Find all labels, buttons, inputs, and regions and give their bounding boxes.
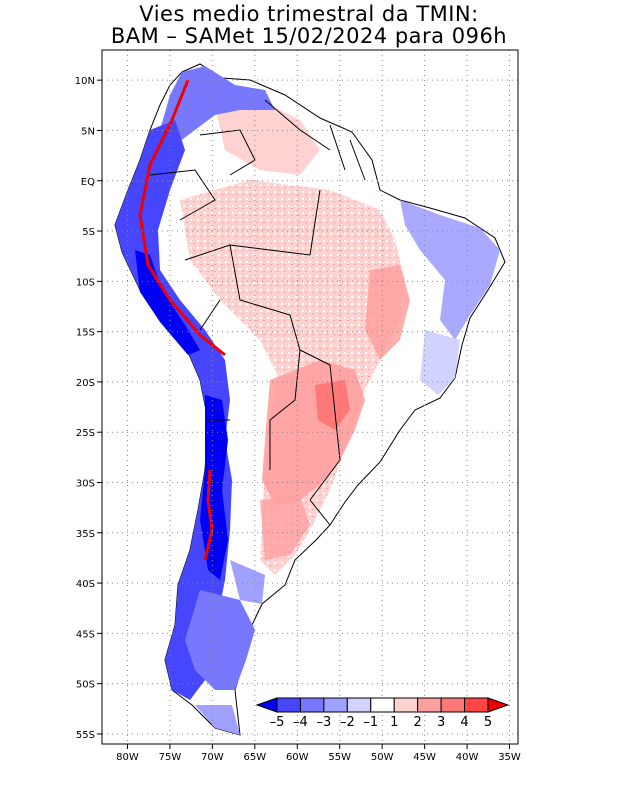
lon-tick-label: 35W xyxy=(498,752,521,763)
map-gridlines xyxy=(102,50,518,744)
colorbar-swatch xyxy=(464,697,489,713)
colorbar-label: –5 xyxy=(270,715,285,730)
lat-tick-label: 45S xyxy=(76,629,95,640)
lon-tick-label: 50W xyxy=(371,752,394,763)
colorbar-label: 3 xyxy=(437,715,445,730)
lat-tick-label: 15S xyxy=(76,328,95,339)
lat-tick-label: 40S xyxy=(76,579,95,590)
warm-south xyxy=(260,495,310,560)
colorbar-arrow-high xyxy=(487,697,510,713)
colorbar-swatch xyxy=(299,697,325,713)
lat-tick-label: 35S xyxy=(76,529,95,540)
hot-andes-streak xyxy=(138,79,226,357)
colorbar-swatch xyxy=(393,697,419,713)
lon-tick-label: 55W xyxy=(328,752,351,763)
cool-andes-core xyxy=(200,395,228,580)
lat-tick-label: 20S xyxy=(76,378,95,389)
map-title-line-1: Vies medio trimestral da TMIN: xyxy=(139,2,479,26)
map-frame xyxy=(101,49,519,745)
colorbar-arrow-low xyxy=(255,697,278,713)
colorbar-swatch xyxy=(417,697,442,713)
colorbar: –5 –4 –3 –2 –1 1 2 3 4 5 xyxy=(255,697,510,730)
colorbar-swatch xyxy=(370,697,395,713)
colorbar-swatch xyxy=(276,697,301,713)
warm-hotspot xyxy=(315,380,350,430)
lat-tick-label: 25S xyxy=(76,428,95,439)
colorbar-label: 5 xyxy=(484,715,492,730)
colorbar-swatch xyxy=(346,697,372,713)
country-borders xyxy=(149,99,366,526)
lat-tick-label: EQ xyxy=(81,177,95,188)
cool-colombia xyxy=(160,66,275,145)
lon-tick-label: 60W xyxy=(286,752,309,763)
lon-tick-label: 65W xyxy=(244,752,267,763)
lat-tick-label: 10S xyxy=(76,277,95,288)
map-title-line-2: BAM – SAMet 15/02/2024 para 096h xyxy=(110,24,508,48)
cool-peru-coast xyxy=(135,250,200,355)
colorbar-label: 4 xyxy=(460,715,468,730)
map-layers xyxy=(114,63,506,736)
lat-tick-label: 5S xyxy=(82,227,95,238)
lat-tick-label: 55S xyxy=(76,730,95,741)
latitude-ticks: 10N 5N EQ 5S 10S 15S 20S 25S 30S 35S 40S 45S 50S 55S xyxy=(75,76,102,741)
lat-tick-label: 50S xyxy=(76,680,95,691)
lon-tick-label: 45W xyxy=(413,752,436,763)
cool-tierra-del-fuego xyxy=(195,705,240,735)
cool-patagonia-light xyxy=(230,560,265,604)
lon-tick-label: 75W xyxy=(159,752,182,763)
lat-tick-label: 10N xyxy=(75,76,95,87)
lat-tick-label: 30S xyxy=(76,478,95,489)
longitude-ticks: 80W 75W 70W 65W 60W 55W 50W 45W 40W 35W xyxy=(116,744,521,763)
cool-patagonia xyxy=(185,590,255,690)
colorbar-label: –1 xyxy=(363,715,378,730)
warm-north xyxy=(215,100,320,175)
warm-east-band xyxy=(365,265,410,360)
colorbar-label: –3 xyxy=(316,715,331,730)
colorbar-label: –4 xyxy=(293,715,308,730)
colorbar-label: –2 xyxy=(340,715,355,730)
colorbar-swatch xyxy=(323,697,348,713)
cool-east-coast-light xyxy=(420,330,460,395)
colorbar-label: 2 xyxy=(414,715,422,730)
colorbar-swatch xyxy=(440,697,466,713)
lon-tick-label: 40W xyxy=(456,752,479,763)
colorbar-label: 1 xyxy=(390,715,398,730)
lon-tick-label: 70W xyxy=(201,752,224,763)
lon-tick-label: 80W xyxy=(116,752,139,763)
hot-andes-streak-south xyxy=(203,469,214,561)
lat-tick-label: 5N xyxy=(81,126,95,137)
